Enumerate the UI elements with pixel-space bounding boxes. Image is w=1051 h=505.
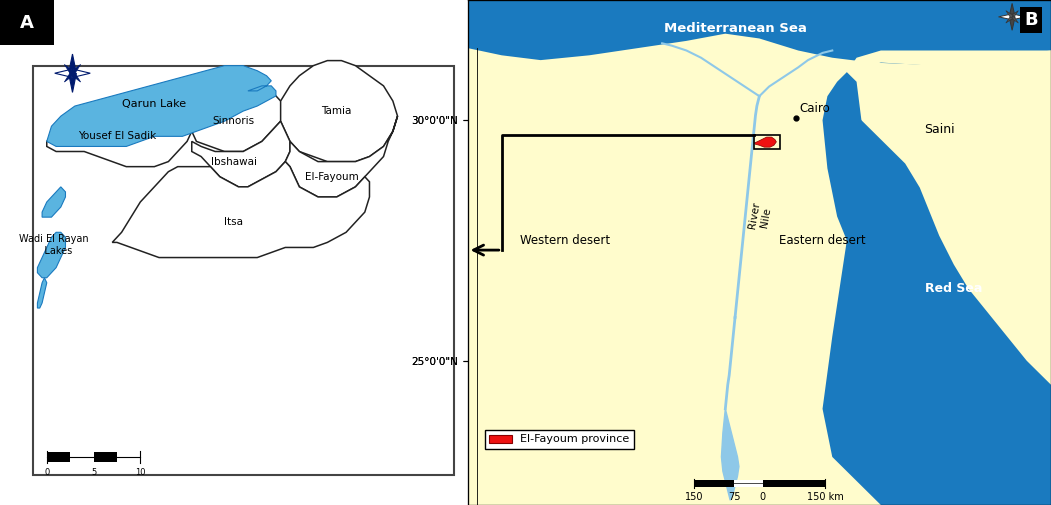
Text: Qarun Lake: Qarun Lake [122, 98, 186, 109]
Text: Wadi El Rayan
   Lakes: Wadi El Rayan Lakes [19, 234, 88, 256]
Polygon shape [1012, 14, 1026, 20]
Polygon shape [1006, 16, 1013, 23]
Polygon shape [823, 72, 862, 240]
Text: 10: 10 [136, 468, 145, 477]
Polygon shape [73, 69, 90, 77]
Polygon shape [38, 278, 47, 308]
Polygon shape [823, 50, 1051, 265]
Polygon shape [187, 81, 285, 152]
Bar [0, 0, 54, 45]
Text: Ibshawai: Ibshawai [211, 157, 256, 167]
Polygon shape [1011, 11, 1018, 18]
Circle shape [70, 71, 75, 76]
Polygon shape [285, 116, 397, 197]
Polygon shape [823, 116, 1051, 505]
Polygon shape [38, 232, 65, 278]
Polygon shape [721, 409, 739, 500]
Polygon shape [755, 137, 777, 147]
Text: 0: 0 [44, 468, 49, 477]
Polygon shape [998, 14, 1012, 20]
Polygon shape [47, 101, 191, 167]
Text: Itsa: Itsa [224, 217, 244, 227]
Text: 75: 75 [728, 492, 740, 502]
Text: Red Sea: Red Sea [925, 282, 983, 295]
Polygon shape [1009, 17, 1015, 30]
Bar [33, 66, 454, 475]
Polygon shape [1009, 4, 1015, 17]
Polygon shape [64, 65, 74, 75]
Text: Saini: Saini [924, 123, 954, 136]
Legend: El-Fayoum province: El-Fayoum province [485, 430, 634, 449]
Text: A: A [20, 14, 34, 32]
Text: El-Fayoum: El-Fayoum [305, 172, 359, 182]
Polygon shape [112, 162, 370, 258]
Text: Sinnoris: Sinnoris [212, 116, 255, 126]
Polygon shape [281, 61, 397, 162]
Text: Tamia: Tamia [322, 106, 352, 116]
Polygon shape [64, 72, 74, 82]
Polygon shape [468, 0, 1051, 65]
Polygon shape [68, 54, 77, 73]
Text: 5: 5 [91, 468, 96, 477]
Text: Eastern desert: Eastern desert [779, 234, 866, 247]
Text: Mediterranean Sea: Mediterranean Sea [663, 22, 806, 35]
Polygon shape [55, 69, 73, 77]
Text: 0: 0 [760, 492, 766, 502]
Text: 150: 150 [684, 492, 703, 502]
Text: Yousef El Sadik: Yousef El Sadik [78, 131, 156, 141]
Polygon shape [191, 121, 290, 187]
Polygon shape [71, 65, 81, 75]
Text: Western desert: Western desert [520, 234, 610, 247]
Text: River
Nile: River Nile [747, 201, 774, 232]
Polygon shape [71, 72, 81, 82]
Text: B: B [1025, 11, 1038, 29]
Polygon shape [1011, 16, 1018, 23]
Polygon shape [42, 187, 65, 217]
Text: 150 km: 150 km [806, 492, 843, 502]
Text: Cairo: Cairo [799, 103, 830, 116]
Polygon shape [1006, 11, 1013, 18]
Polygon shape [47, 66, 276, 146]
Bar [754, 135, 780, 149]
Polygon shape [68, 73, 77, 92]
